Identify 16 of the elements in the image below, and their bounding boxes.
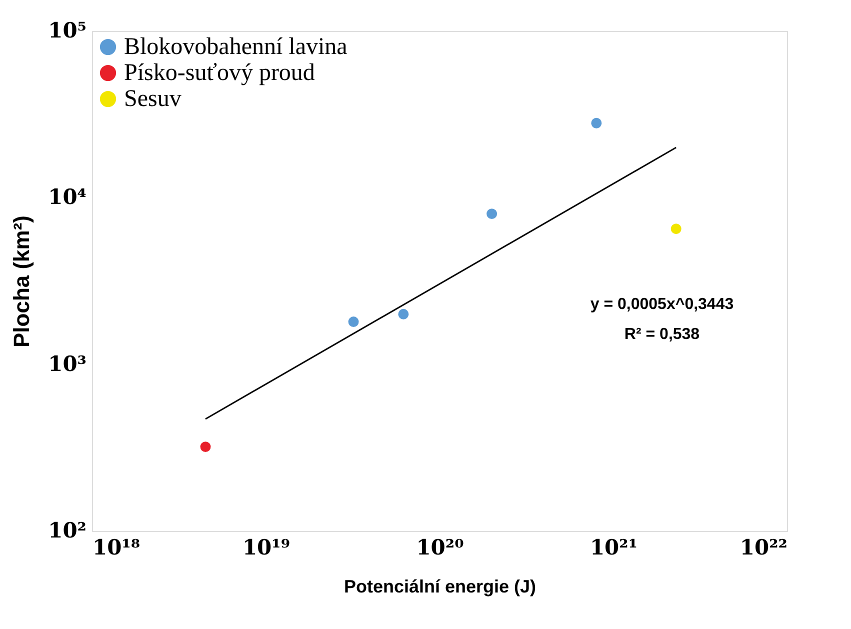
legend-label: Písko-suťový proud — [124, 60, 315, 86]
legend-label: Blokovobahenní lavina — [124, 34, 348, 60]
y-tick-label: 10⁵ — [48, 18, 86, 42]
y-axis-title: Plocha (km²) — [9, 215, 34, 348]
x-tick-label: 10²⁰ — [416, 534, 464, 560]
x-tick-label: 10²² — [740, 534, 788, 560]
annotation: y = 0,0005x^0,3443 — [590, 296, 734, 313]
x-tick-label: 10¹⁹ — [242, 534, 290, 560]
legend-label: Sesuv — [124, 86, 182, 112]
x-tick-label: 10¹⁸ — [92, 534, 140, 560]
y-tick-label: 10³ — [48, 350, 86, 376]
annotation: R² = 0,538 — [624, 326, 700, 343]
x-tick-label: 10²¹ — [590, 534, 638, 560]
x-axis-title: Potenciální energie (J) — [344, 576, 536, 596]
y-tick-label: 10⁴ — [48, 184, 86, 210]
y-tick-label: 10² — [48, 518, 86, 542]
